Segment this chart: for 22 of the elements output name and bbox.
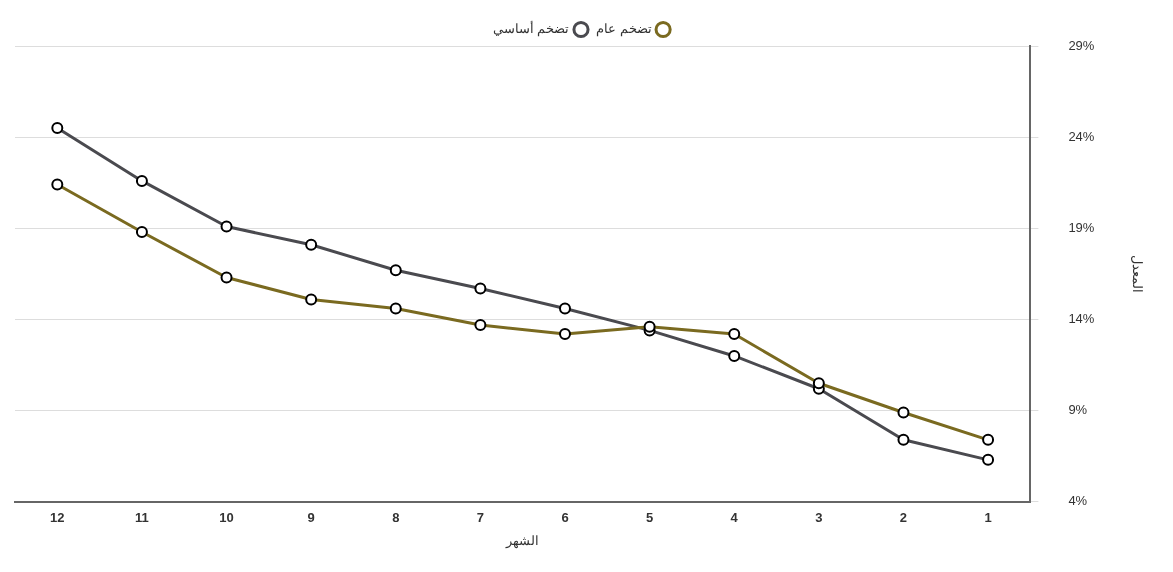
y-tick-label: 24% <box>1068 128 1095 144</box>
x-tick-label: 10 <box>219 510 234 526</box>
x-tick-label: 9 <box>307 510 315 526</box>
x-tick-label: 2 <box>899 510 908 526</box>
x-tick-label: 4 <box>730 510 739 526</box>
y-tick-label: 14% <box>1068 311 1095 327</box>
y-axis-title: المعدل <box>1129 254 1145 293</box>
y-tick-label: 9% <box>1068 402 1088 418</box>
legend-label: تضخم عام <box>595 21 652 38</box>
legend-label: تضخم أساسي <box>492 20 570 38</box>
y-tick-label: 4% <box>1068 493 1088 509</box>
x-tick-label: 6 <box>561 510 569 526</box>
x-axis-title: الشهر <box>505 532 540 549</box>
x-tick-label: 1 <box>984 510 992 526</box>
x-tick-label: 5 <box>646 510 654 526</box>
x-tick-label: 7 <box>476 510 484 526</box>
x-tick-label: 11 <box>135 510 149 526</box>
x-tick-label: 8 <box>392 510 400 526</box>
y-tick-label: 29% <box>1068 37 1095 53</box>
y-tick-label: 19% <box>1068 219 1095 235</box>
x-tick-label: 3 <box>815 510 823 526</box>
x-tick-label: 12 <box>50 510 65 526</box>
